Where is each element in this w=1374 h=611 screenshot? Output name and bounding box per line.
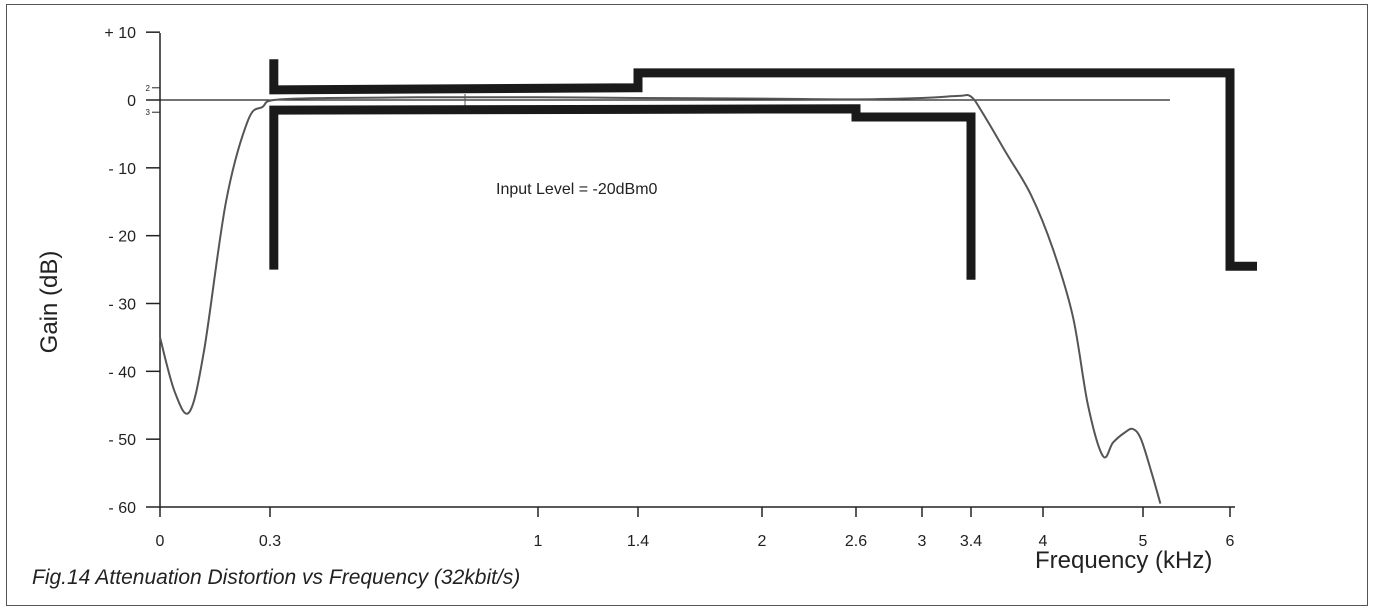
x-tick-label: 2.6 xyxy=(845,533,867,550)
x-tick-label: 0 xyxy=(156,533,165,550)
x-axis-label: Frequency (kHz) xyxy=(1035,547,1213,574)
figure-caption: Fig.14 Attenuation Distortion vs Frequen… xyxy=(32,566,521,589)
x-tick-label: 1 xyxy=(534,533,543,550)
x-tick-label: 5 xyxy=(1139,533,1148,550)
y-tick-label: + 10 xyxy=(104,25,136,42)
x-tick-label: 4 xyxy=(1039,533,1048,550)
y-tick-label: - 60 xyxy=(108,500,136,517)
axes: + 10 0 - 10 - 20 - 30 - 40 - 50 - 60 2 3 0 0.3 1 1.4 2… xyxy=(104,25,1235,550)
y-tick-label: - 10 xyxy=(108,161,136,178)
figure-frame xyxy=(6,4,1368,606)
mask-lower xyxy=(269,104,976,280)
x-tick-label: 1.4 xyxy=(627,533,649,550)
y-tick-label: 0 xyxy=(127,93,136,110)
y-axis-label: Gain (dB) xyxy=(36,250,63,354)
response-series xyxy=(159,94,1162,504)
x-tick-label: 0.3 xyxy=(259,533,281,550)
minor-y-tick-label: 2 xyxy=(146,84,151,93)
x-tick-label: 2 xyxy=(758,533,767,550)
minor-y-tick-label: 3 xyxy=(146,108,151,117)
series-line-0 xyxy=(159,94,1162,504)
tolerance-masks xyxy=(269,59,1257,280)
input-level-annotation: Input Level = -20dBm0 xyxy=(496,181,658,198)
y-tick-label: - 50 xyxy=(108,432,136,449)
x-tick-label: 6 xyxy=(1226,533,1235,550)
y-tick-label: - 40 xyxy=(108,364,136,381)
x-tick-label: 3.4 xyxy=(960,533,982,550)
y-tick-label: - 30 xyxy=(108,297,136,314)
mask-upper xyxy=(269,59,1257,271)
x-tick-label: 3 xyxy=(918,533,927,550)
y-tick-label: - 20 xyxy=(108,229,136,246)
